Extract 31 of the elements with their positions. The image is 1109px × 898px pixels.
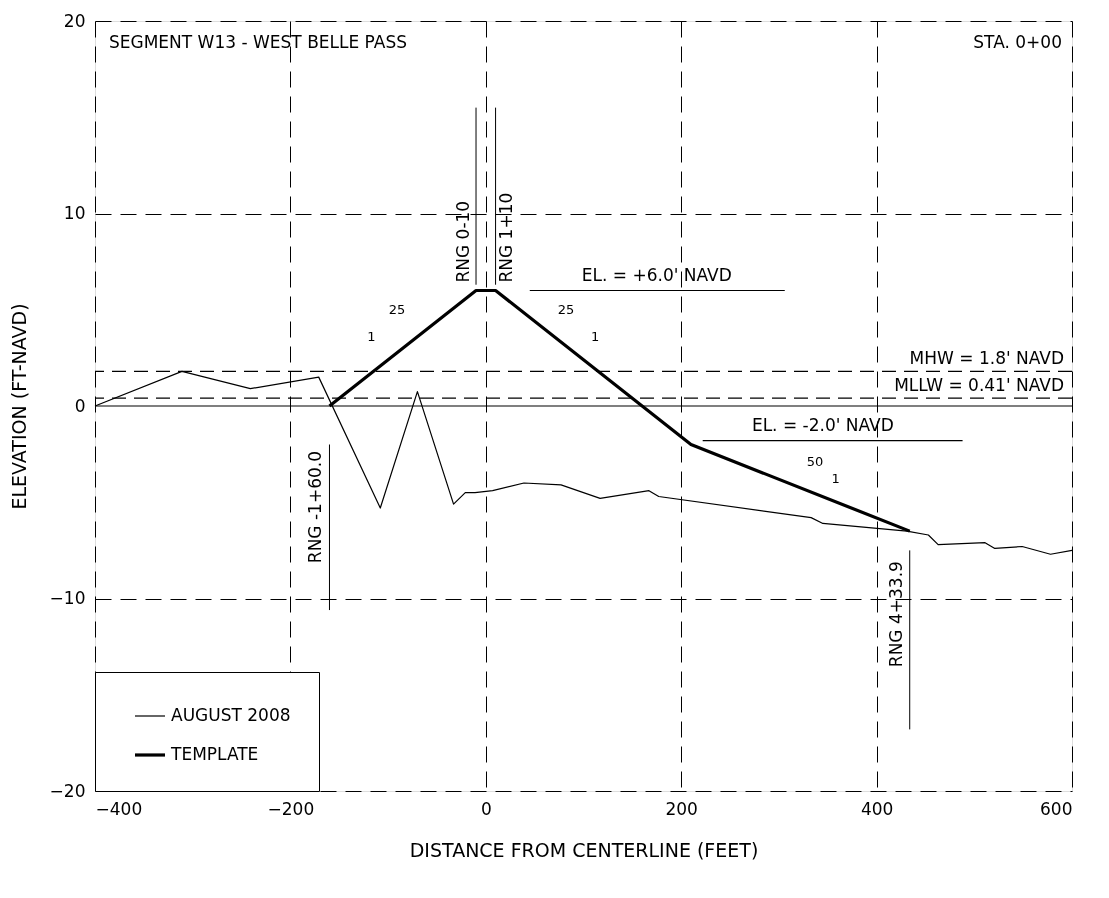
x-tick-label: −400 (95, 798, 143, 819)
ref-line-label: MLLW = 0.41' NAVD (894, 375, 1064, 396)
y-tick-label: −20 (49, 780, 86, 801)
annotation: 1 (591, 329, 600, 345)
legend-label: AUGUST 2008 (171, 705, 291, 725)
y-tick-label: −10 (49, 588, 86, 608)
x-tick-label: 600 (1040, 798, 1073, 819)
annotation: RNG 0-10 (453, 200, 474, 283)
text: SEGMENT W13 - WEST BELLE PASS (109, 32, 407, 52)
legend-label: TEMPLATE (170, 744, 259, 764)
annotation: RNG 1+10 (495, 192, 516, 283)
annotation: 1 (367, 328, 376, 344)
annotation: 25 (388, 301, 406, 317)
x-axis-title: DISTANCE FROM CENTERLINE (FEET) (409, 838, 759, 861)
annotation: EL. = +6.0' NAVD (581, 264, 732, 285)
annotation: 50 (806, 453, 824, 469)
y-tick-label: 10 (63, 203, 86, 223)
ref-line-label: MHW = 1.8' NAVD (909, 348, 1064, 369)
y-tick-label: 0 (74, 395, 86, 416)
y-axis-title: ELEVATION (FT-NAVD) (7, 303, 30, 510)
annotation: RNG -1+60.0 (305, 451, 326, 564)
x-tick-label: −200 (267, 798, 315, 819)
annotation: 1 (831, 470, 840, 486)
annotation: 25 (557, 301, 575, 317)
y-tick-label: 20 (63, 10, 86, 31)
annotation: RNG 4+33.9 (885, 561, 906, 668)
x-tick-label: 200 (665, 798, 698, 819)
x-tick-label: 0 (480, 798, 492, 819)
annotation: EL. = -2.0' NAVD (751, 414, 894, 435)
annotation: STA. 0+00 (973, 32, 1062, 52)
x-tick-label: 400 (860, 798, 894, 819)
